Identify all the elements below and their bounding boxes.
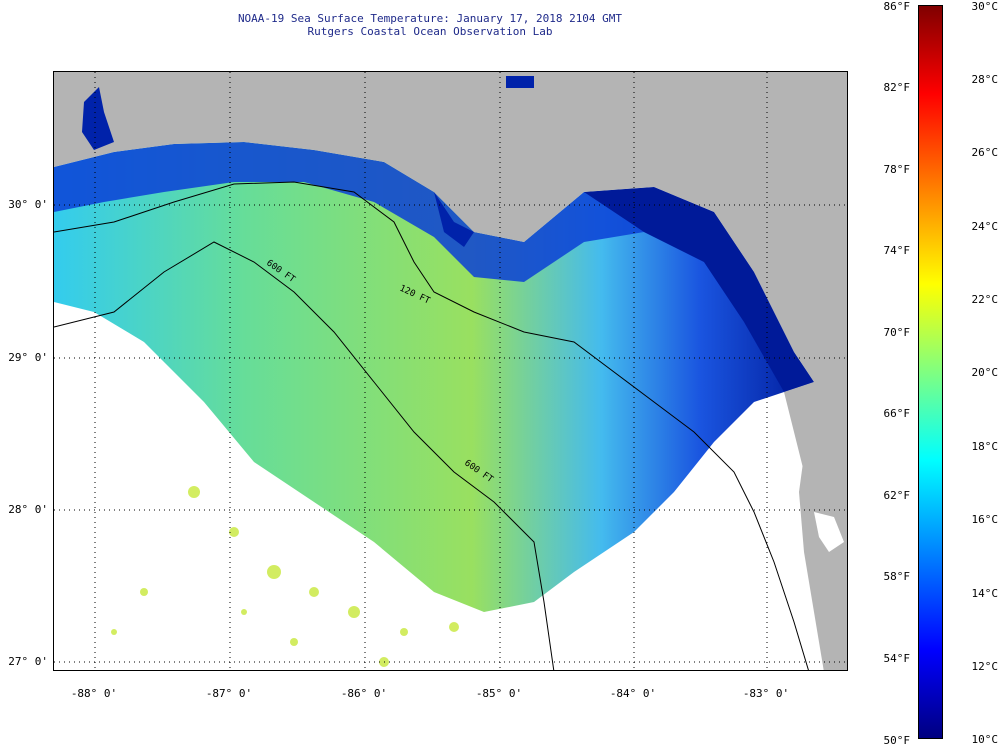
f-label-86: 86°F xyxy=(883,0,911,13)
f-label-54: 54°F xyxy=(883,652,911,665)
lat-label-30: 30° 0' xyxy=(8,198,48,211)
graticule xyxy=(54,72,847,670)
map-title: NOAA-19 Sea Surface Temperature: January… xyxy=(237,12,623,25)
c-label-24: 24°C xyxy=(971,220,999,233)
f-label-78: 78°F xyxy=(883,163,911,176)
f-label-50: 50°F xyxy=(883,734,911,747)
lat-label-27: 27° 0' xyxy=(8,655,48,668)
f-label-70: 70°F xyxy=(883,326,911,339)
f-label-66: 66°F xyxy=(883,407,911,420)
f-label-58: 58°F xyxy=(883,570,911,583)
mobile-bay xyxy=(82,87,114,150)
c-label-26: 26°C xyxy=(971,146,999,159)
lon-label-83: -83° 0' xyxy=(742,687,790,700)
f-label-82: 82°F xyxy=(883,81,911,94)
lon-label-88: -88° 0' xyxy=(70,687,118,700)
temperature-colorbar xyxy=(918,5,943,739)
c-label-10: 10°C xyxy=(971,733,999,746)
lon-label-85: -85° 0' xyxy=(475,687,523,700)
c-label-20: 20°C xyxy=(971,366,999,379)
tampa-bay xyxy=(814,512,844,552)
c-label-12: 12°C xyxy=(971,660,999,673)
c-label-16: 16°C xyxy=(971,513,999,526)
lat-label-29: 29° 0' xyxy=(8,351,48,364)
lon-label-86: -86° 0' xyxy=(340,687,388,700)
lon-label-87: -87° 0' xyxy=(205,687,253,700)
c-label-22: 22°C xyxy=(971,293,999,306)
lake-water-patch xyxy=(506,76,534,88)
contour-120ft xyxy=(54,181,809,670)
lon-label-84: -84° 0' xyxy=(609,687,657,700)
deep-blue-bigbend xyxy=(584,187,814,392)
f-label-74: 74°F xyxy=(883,244,911,257)
sst-map-canvas: 600 FT 120 FT 600 FT xyxy=(54,72,847,670)
sst-map: 600 FT 120 FT 600 FT xyxy=(53,71,848,671)
contour-600ft xyxy=(54,241,555,670)
c-label-14: 14°C xyxy=(971,587,999,600)
map-subtitle: Rutgers Coastal Ocean Observation Lab xyxy=(307,25,553,38)
sst-colored-water xyxy=(54,142,814,612)
c-label-30: 30°C xyxy=(971,0,999,13)
c-label-28: 28°C xyxy=(971,73,999,86)
c-label-18: 18°C xyxy=(971,440,999,453)
scattered-sst-patches xyxy=(111,486,459,667)
land-north xyxy=(54,72,847,550)
f-label-62: 62°F xyxy=(883,489,911,502)
lat-label-28: 28° 0' xyxy=(8,503,48,516)
apalachicola-area xyxy=(434,192,474,247)
